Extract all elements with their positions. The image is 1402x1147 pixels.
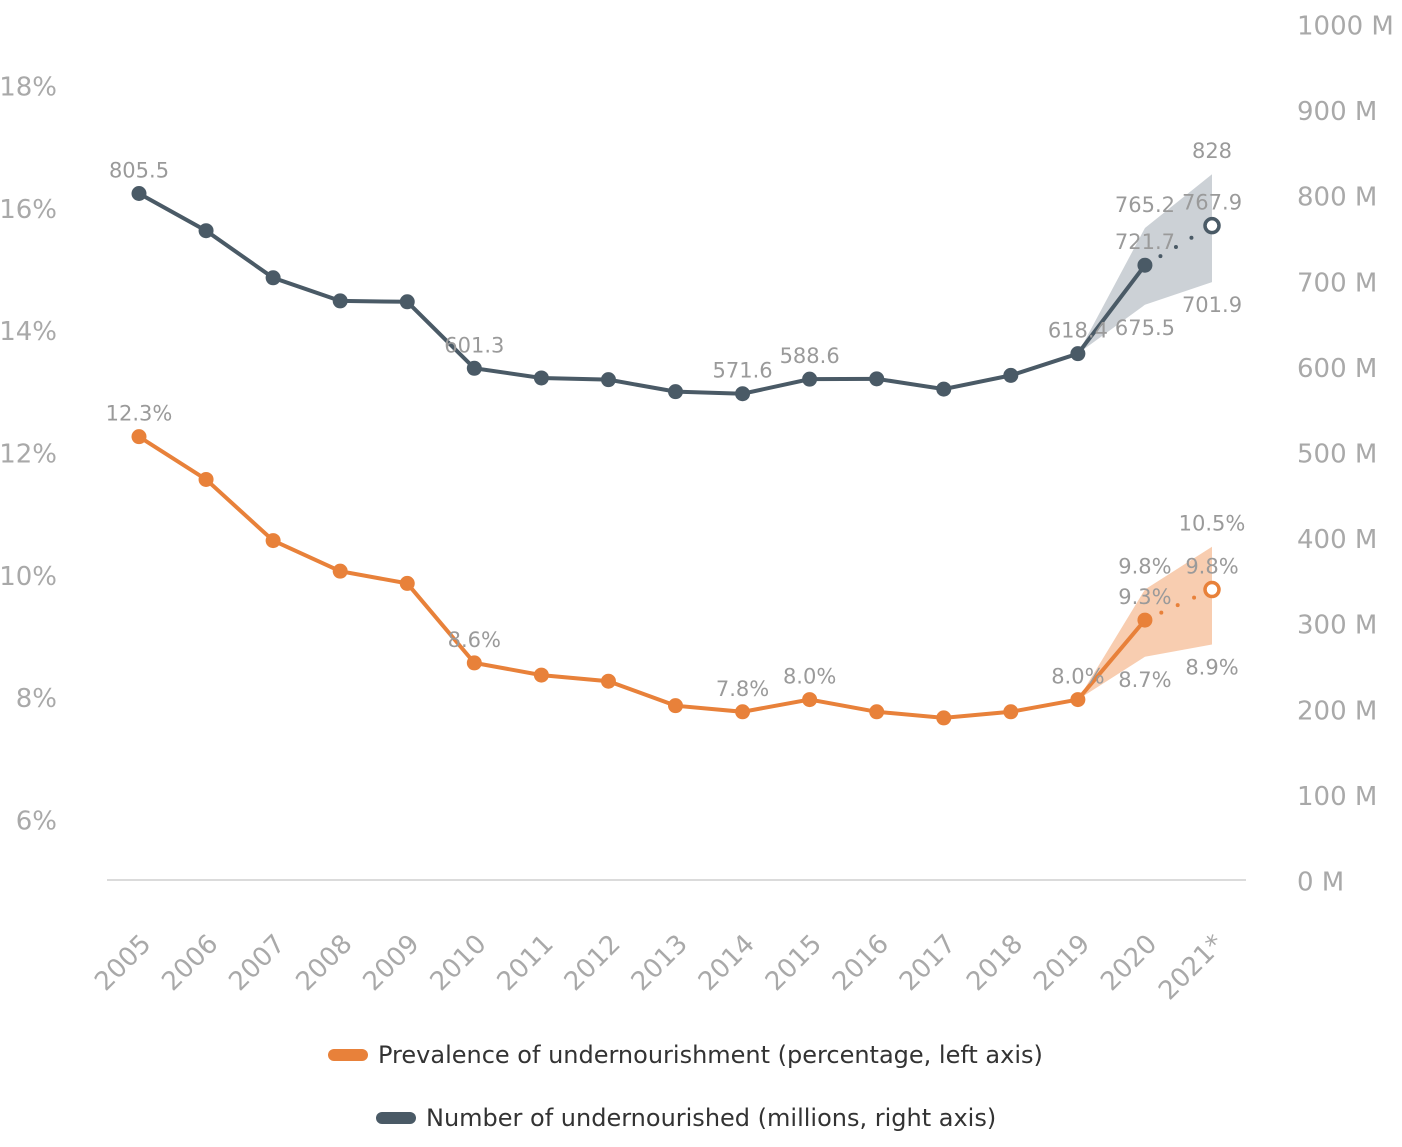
y2-tick-label: 900 M	[1297, 97, 1377, 127]
band-upper-label: 9.8%	[1118, 555, 1171, 579]
x-tick-label: 2019	[1028, 929, 1096, 997]
data-point	[936, 710, 952, 726]
data-point	[1003, 367, 1019, 383]
band-upper-label: 10.5%	[1179, 512, 1246, 536]
x-tick-label: 2014	[693, 929, 761, 997]
y-tick-label: 10%	[0, 562, 57, 592]
data-point	[1137, 612, 1153, 628]
data-label: 588.6	[780, 344, 840, 368]
data-point	[1003, 704, 1019, 720]
data-point	[802, 692, 818, 708]
data-point	[533, 667, 549, 683]
data-point	[668, 698, 683, 714]
data-point	[869, 371, 885, 387]
y2-tick-label: 400 M	[1297, 525, 1377, 555]
data-label: 8.6%	[448, 628, 501, 652]
data-label: 601.3	[444, 333, 504, 357]
data-point	[131, 429, 147, 445]
data-point	[332, 293, 348, 309]
data-point	[735, 386, 751, 402]
x-tick-label: 2005	[89, 929, 157, 997]
data-label: 721.7	[1115, 230, 1175, 254]
data-label: 12.3%	[106, 402, 173, 426]
x-tick-label: 2006	[156, 929, 224, 997]
x-tick-label: 2011	[492, 929, 560, 997]
series-line	[137, 434, 1147, 720]
data-point	[265, 270, 281, 286]
x-tick-label: 2021*	[1153, 929, 1230, 1006]
x-tick-label: 2017	[894, 929, 962, 997]
y-tick-label: 14%	[0, 317, 57, 347]
band-lower-label: 8.7%	[1118, 668, 1171, 692]
y2-tick-label: 500 M	[1297, 440, 1377, 470]
data-point	[198, 471, 214, 487]
data-point	[1070, 346, 1086, 362]
legend-label: Prevalence of undernourishment (percenta…	[378, 1041, 1043, 1069]
series-line	[138, 191, 1147, 396]
y-tick-label: 12%	[0, 440, 57, 470]
x-tick-label: 2010	[425, 929, 493, 997]
x-tick-label: 2015	[760, 929, 828, 997]
x-tick-label: 2018	[961, 929, 1029, 997]
data-point	[936, 381, 952, 397]
data-label: 7.8%	[716, 677, 769, 701]
y2-tick-label: 700 M	[1297, 268, 1377, 298]
legend-label: Number of undernourished (millions, righ…	[426, 1104, 996, 1132]
y2-tick-label: 1000 M	[1297, 12, 1394, 42]
band-lower-label: 701.9	[1182, 293, 1242, 317]
band-upper-label: 828	[1192, 139, 1232, 163]
y-tick-label: 6%	[16, 806, 57, 836]
projected-line	[1142, 587, 1214, 623]
y2-tick-label: 800 M	[1297, 183, 1377, 213]
data-label: 8.0%	[1051, 665, 1104, 689]
y2-tick-label: 600 M	[1297, 354, 1377, 384]
data-point	[399, 294, 415, 310]
x-tick-label: 2016	[827, 929, 895, 997]
data-label: 767.9	[1182, 191, 1242, 215]
band-lower-label: 675.5	[1115, 316, 1175, 340]
data-label: 9.3%	[1118, 585, 1171, 609]
data-label: 8.0%	[783, 665, 836, 689]
data-point	[265, 533, 281, 549]
y2-tick-label: 200 M	[1297, 696, 1377, 726]
data-point	[802, 371, 818, 387]
band-upper-label: 765.2	[1115, 193, 1175, 217]
data-point	[869, 704, 885, 720]
x-tick-label: 2013	[626, 929, 694, 997]
x-tick-label: 2020	[1095, 929, 1163, 997]
x-tick-label: 2008	[290, 929, 358, 997]
y2-tick-label: 0 M	[1297, 868, 1344, 898]
data-point	[1203, 580, 1221, 599]
x-tick-label: 2009	[357, 929, 425, 997]
band-lower-label: 8.9%	[1185, 656, 1238, 680]
data-point	[131, 185, 147, 201]
y2-tick-label: 100 M	[1297, 782, 1377, 812]
data-label: 805.5	[109, 158, 169, 182]
data-point	[600, 673, 616, 689]
data-point	[1203, 216, 1221, 235]
y-tick-label: 18%	[0, 73, 57, 103]
data-point	[1070, 692, 1086, 708]
y-tick-label: 8%	[16, 684, 57, 714]
data-point	[198, 223, 214, 239]
data-point	[600, 372, 616, 388]
x-tick-label: 2007	[223, 929, 291, 997]
data-point	[1137, 257, 1153, 273]
data-point	[533, 370, 549, 386]
x-tick-label: 2012	[559, 929, 627, 997]
data-label: 9.8%	[1185, 555, 1238, 579]
y-tick-label: 16%	[0, 195, 57, 225]
data-label: 618.4	[1048, 319, 1108, 343]
data-label: 571.6	[713, 359, 773, 383]
data-point	[399, 575, 415, 591]
data-point	[466, 655, 482, 671]
data-point	[332, 563, 348, 579]
data-point	[668, 384, 683, 400]
data-point	[735, 704, 751, 720]
y2-tick-label: 300 M	[1297, 611, 1377, 641]
data-point	[466, 360, 482, 376]
